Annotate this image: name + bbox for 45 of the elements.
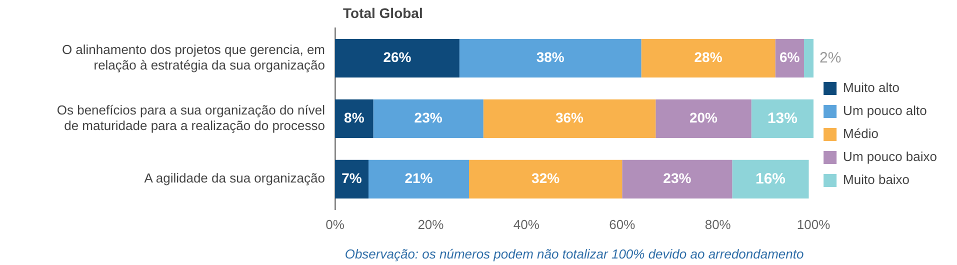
data-label: 16% (755, 170, 786, 188)
bar (622, 160, 732, 198)
bar (335, 99, 374, 138)
bar (751, 99, 814, 138)
bar (468, 160, 622, 198)
data-label: 26% (383, 49, 412, 66)
y-tick-label: O alinhamento dos projetos que gerencia, em relação à estratégia da sua organização (62, 42, 325, 73)
x-tick-label: 60% (609, 216, 636, 232)
legend-label: Médio (843, 126, 878, 142)
legend-label: Um pouco baixo (843, 149, 938, 164)
data-label: 23% (663, 170, 692, 186)
legend-label: Muito baixo (843, 172, 910, 188)
bar (368, 160, 469, 198)
bar (732, 160, 809, 198)
x-tick-label: 100% (796, 216, 831, 232)
x-tick-label: 0% (326, 216, 345, 232)
bar (373, 99, 484, 138)
data-label: 32% (532, 170, 560, 186)
data-label: 13% (767, 110, 798, 127)
data-label: 8% (344, 110, 365, 126)
bar (641, 38, 776, 78)
data-label: 28% (694, 49, 723, 66)
data-label: 20% (689, 110, 718, 126)
x-tick-label: 20% (418, 216, 444, 232)
bar (804, 38, 814, 78)
x-tick-label: 80% (704, 216, 732, 232)
x-tick-label: 40% (513, 216, 540, 232)
bar (483, 99, 656, 138)
text: Observação: os números podem não totalizar 100% devido ao arredondamento (344, 246, 804, 262)
data-label: 23% (414, 110, 443, 126)
y-tick-label: Os benefícios para a sua organização do nível de maturidade para a realização do processo (56, 102, 326, 134)
data-label: 7% (342, 170, 362, 186)
y-tick-label: A agilidade da sua organização (144, 170, 325, 186)
legend-label: Muito alto (843, 80, 900, 96)
data-label: 2% (820, 49, 842, 66)
bar (335, 38, 460, 78)
data-label: 36% (555, 110, 584, 126)
bar (656, 99, 752, 138)
chart-title: Total Global (343, 4, 423, 21)
data-label: 38% (536, 49, 565, 66)
bar (335, 160, 368, 198)
bar (459, 38, 642, 78)
legend-label: Um pouco alto (843, 103, 927, 118)
data-label: 21% (404, 170, 434, 186)
data-label: 6% (780, 49, 800, 66)
